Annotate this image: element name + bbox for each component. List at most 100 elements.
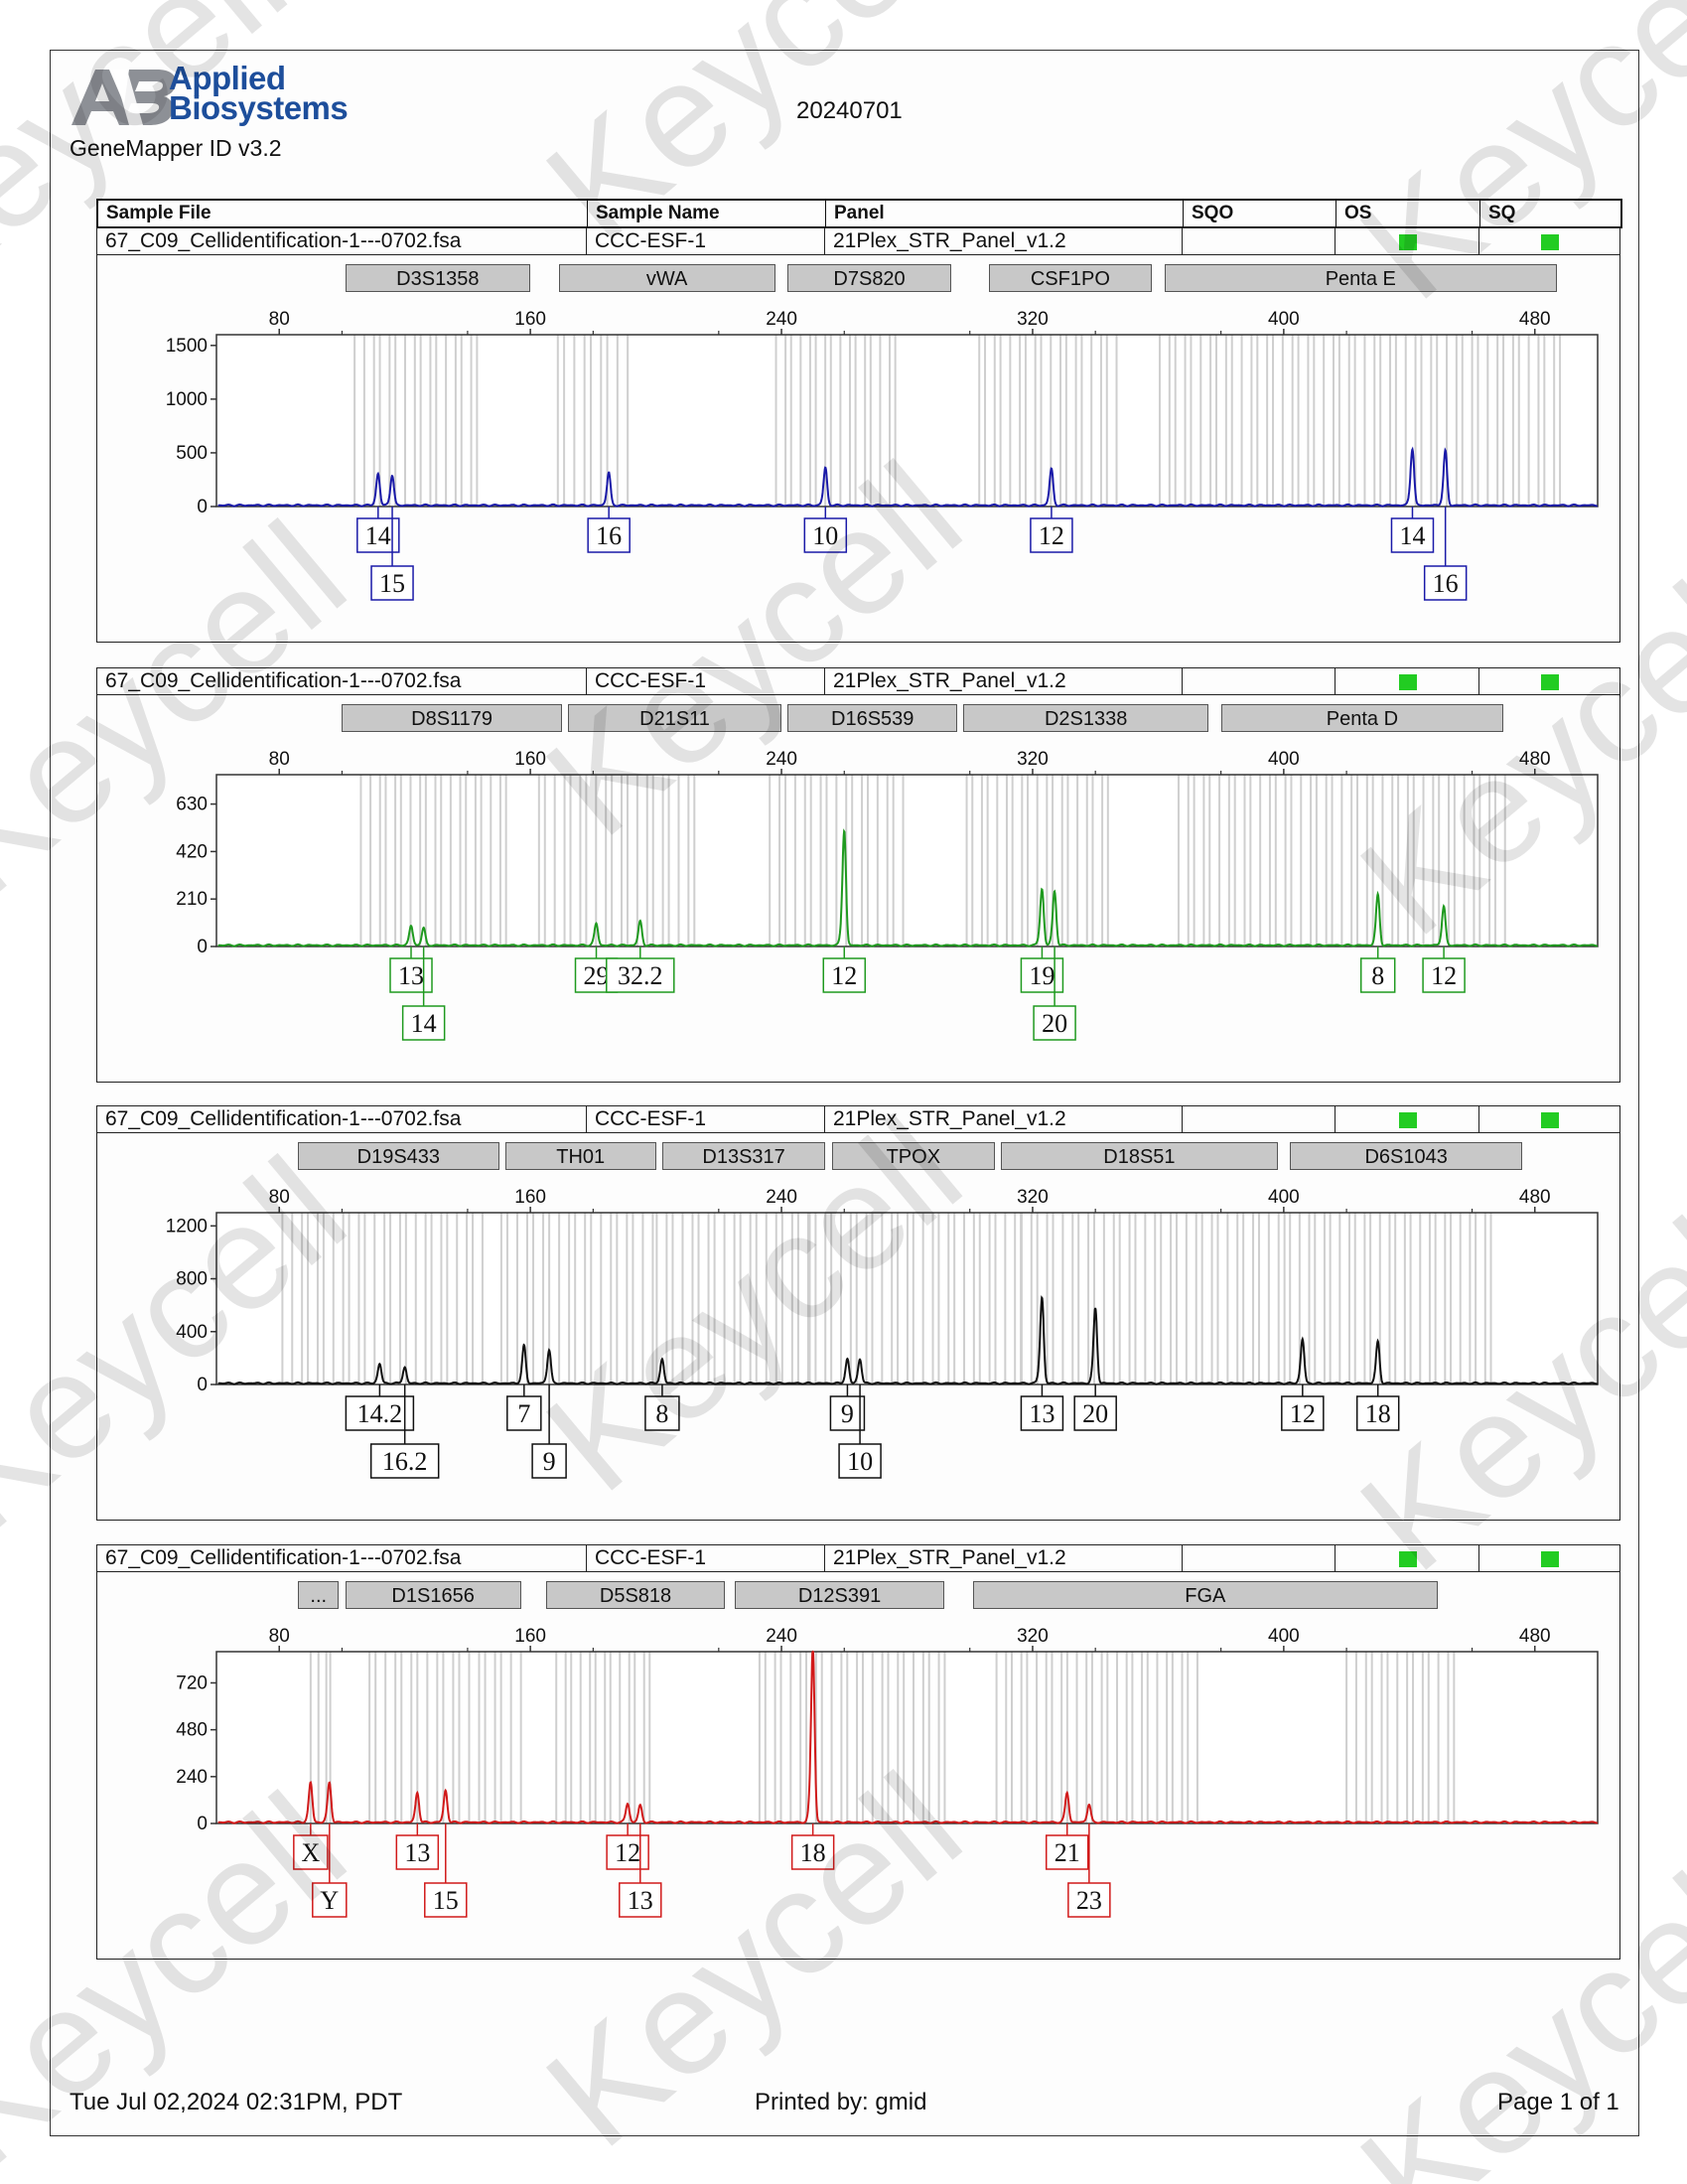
- x-tick-label: 80: [269, 309, 290, 330]
- x-tick-label: 400: [1268, 1187, 1300, 1208]
- allele-call-label: 14: [365, 521, 391, 550]
- allele-call-box: [822, 957, 867, 993]
- sample-file-cell: 67_C09_Cellidentification-1---0702.fsa: [105, 1546, 462, 1569]
- locus-marker[interactable]: D3S1358: [345, 264, 531, 292]
- allele-call-label: 29: [584, 961, 610, 990]
- sample-file-cell: 67_C09_Cellidentification-1---0702.fsa: [105, 229, 462, 252]
- allele-call-label: X: [301, 1838, 320, 1867]
- allele-call-box: [1045, 1834, 1089, 1870]
- x-tick-label: 480: [1519, 1187, 1551, 1208]
- column-panel: Panel: [825, 201, 1183, 226]
- locus-marker-bar: D19S433 TH01 D13S317 TPOX D18S51 D6S1043: [97, 1142, 1619, 1172]
- signal-trace: [217, 446, 1598, 508]
- locus-marker[interactable]: D8S1179: [342, 704, 562, 732]
- column-sample-file: Sample File: [106, 203, 211, 223]
- locus-marker[interactable]: FGA: [972, 1581, 1438, 1609]
- x-tick-label: 320: [1017, 749, 1049, 770]
- locus-marker[interactable]: D16S539: [787, 704, 958, 732]
- sample-info-row: 67_C09_Cellidentification-1---0702.fsa CC…: [97, 228, 1619, 255]
- os-cell: [1335, 1106, 1478, 1132]
- allele-call-label: 18: [800, 1838, 826, 1867]
- x-tick-label: 80: [269, 1187, 290, 1208]
- locus-marker[interactable]: TPOX: [831, 1142, 996, 1170]
- locus-marker[interactable]: Penta D: [1220, 704, 1504, 732]
- y-tick-label: 0: [197, 937, 208, 957]
- allele-call-label: 8: [655, 1399, 668, 1428]
- allele-call-label: 12: [1039, 521, 1064, 550]
- allele-call-box: [803, 517, 848, 553]
- column-header-row: Sample File Sample Name Panel SQO OS SQ: [96, 199, 1622, 228]
- locus-marker[interactable]: D19S433: [298, 1142, 499, 1170]
- sample-name-cell: CCC-ESF-1: [586, 1106, 824, 1132]
- x-tick-label: 320: [1017, 1626, 1049, 1647]
- allele-call-label: 12: [615, 1838, 640, 1867]
- sample-name-cell: CCC-ESF-1: [586, 1545, 824, 1571]
- panel-cell: 21Plex_STR_Panel_v1.2: [824, 668, 1182, 694]
- allele-call-label: 20: [1082, 1399, 1108, 1428]
- signal-trace: [217, 1295, 1598, 1385]
- locus-marker-bar: ... D1S1656 D5S818 D12S391 FGA: [97, 1581, 1619, 1611]
- y-tick-label: 720: [176, 1673, 208, 1693]
- allele-call-box: [1033, 1005, 1076, 1041]
- locus-marker[interactable]: D5S818: [545, 1581, 726, 1609]
- allele-call-label: 16.2: [382, 1447, 428, 1476]
- x-tick-label: 400: [1268, 749, 1300, 770]
- y-tick-label: 400: [176, 1322, 208, 1343]
- allele-call-box: [1067, 1882, 1111, 1918]
- locus-marker[interactable]: vWA: [558, 264, 775, 292]
- allele-call-box: [424, 1882, 468, 1918]
- locus-marker[interactable]: D6S1043: [1290, 1142, 1523, 1170]
- electropherogram-panel-green: 67_C09_Cellidentification-1---0702.fsa CC…: [96, 667, 1620, 1083]
- electropherogram-panel-red: 67_C09_Cellidentification-1---0702.fsa CC…: [96, 1544, 1620, 1960]
- x-tick-label: 160: [514, 1626, 546, 1647]
- locus-marker[interactable]: D21S11: [568, 704, 782, 732]
- allele-call-label: 13: [628, 1886, 653, 1915]
- locus-marker[interactable]: TH01: [504, 1142, 656, 1170]
- allele-call-label: 9: [543, 1447, 556, 1476]
- allele-call-label: 16: [1433, 569, 1459, 598]
- locus-marker[interactable]: D7S820: [787, 264, 951, 292]
- y-tick-label: 0: [197, 497, 208, 517]
- locus-marker[interactable]: Penta E: [1164, 264, 1557, 292]
- plot-area: [216, 775, 1598, 946]
- allele-call-box: [790, 1834, 835, 1870]
- locus-marker[interactable]: D13S317: [661, 1142, 826, 1170]
- locus-marker[interactable]: CSF1PO: [988, 264, 1153, 292]
- allele-bin-lines: [359, 775, 1506, 946]
- x-tick-label: 320: [1017, 309, 1049, 330]
- sample-info-row: 67_C09_Cellidentification-1---0702.fsa CC…: [97, 1545, 1619, 1572]
- locus-marker[interactable]: D2S1338: [963, 704, 1208, 732]
- app-name: GeneMapper ID v3.2: [70, 135, 282, 161]
- signal-trace: [217, 1650, 1598, 1824]
- sq-cell: [1478, 1545, 1619, 1571]
- locus-marker[interactable]: D1S1656: [345, 1581, 521, 1609]
- locus-marker-bar: D3S1358 vWA D7S820 CSF1PO Penta E: [97, 264, 1619, 294]
- allele-call-label: 13: [398, 961, 424, 990]
- sqo-cell: [1182, 1106, 1335, 1132]
- sample-file-cell: 67_C09_Cellidentification-1---0702.fsa: [105, 669, 462, 692]
- locus-marker[interactable]: ...: [298, 1581, 340, 1609]
- x-tick-label: 480: [1519, 309, 1551, 330]
- y-tick-label: 480: [176, 1720, 208, 1741]
- locus-marker[interactable]: D12S391: [734, 1581, 945, 1609]
- plot-border: [215, 334, 1599, 508]
- sample-file-cell: 67_C09_Cellidentification-1---0702.fsa: [105, 1107, 462, 1130]
- plot-border: [215, 774, 1599, 947]
- y-tick-label: 210: [176, 889, 208, 910]
- logo-line-biosystems: Biosystems: [169, 89, 349, 126]
- page-number: Page 1 of 1: [1497, 2089, 1619, 2115]
- column-sample-name: Sample Name: [587, 201, 825, 226]
- allele-call-label: 8: [1371, 961, 1384, 990]
- electropherogram-panel-black: 67_C09_Cellidentification-1---0702.fsa CC…: [96, 1105, 1620, 1521]
- allele-call-label: 23: [1076, 1886, 1102, 1915]
- allele-call-box: [370, 565, 414, 601]
- allele-call-box: [1281, 1395, 1325, 1431]
- y-tick-label: 0: [197, 1375, 208, 1395]
- allele-call-box: [1020, 1395, 1064, 1431]
- sqo-cell: [1182, 1545, 1335, 1571]
- allele-call-box: [1422, 957, 1466, 993]
- printed-by: Printed by: gmid: [755, 2089, 927, 2115]
- locus-marker[interactable]: D18S51: [1001, 1142, 1278, 1170]
- quality-flag-icon: [1398, 1551, 1417, 1567]
- x-tick-label: 160: [514, 309, 546, 330]
